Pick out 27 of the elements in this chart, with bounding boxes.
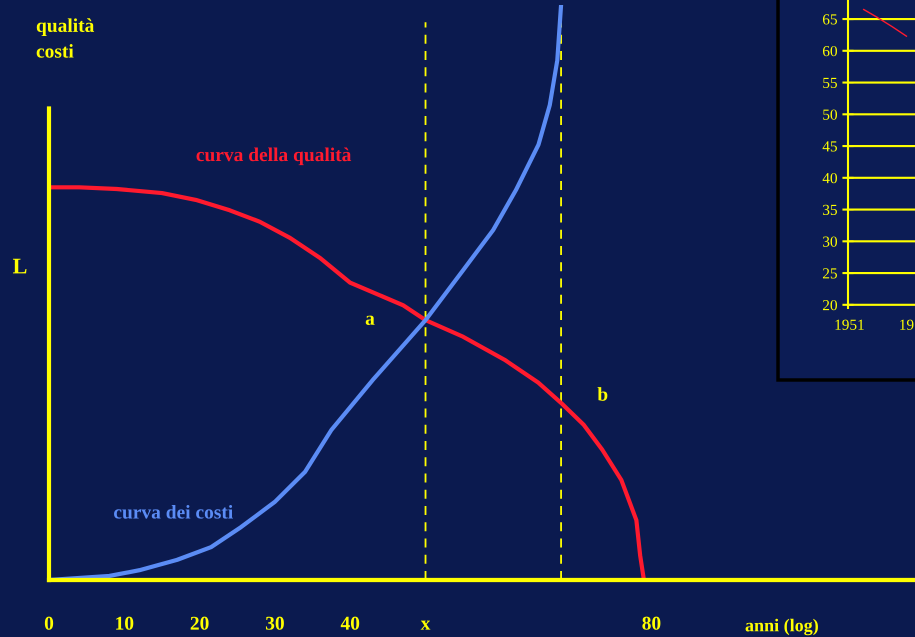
x-tick-label: 40 [340, 616, 360, 630]
x-tick-label: 30 [266, 616, 284, 630]
x-axis-title: anni (log) [746, 618, 818, 636]
text: L [12, 258, 26, 274]
y-tick-label: 30 [823, 236, 837, 247]
y-tick-label: 65 [822, 14, 837, 25]
x-tick-label: 19 [900, 320, 914, 330]
annotation: b [598, 387, 608, 401]
line-series [862, 8, 908, 37]
y-tick-label: 50 [823, 109, 837, 120]
series-label: curva della qualità [196, 148, 352, 166]
x-tick-label: 0 [44, 616, 54, 630]
y-tick-label: 45 [822, 141, 837, 152]
series-label: curva dei costi [114, 504, 233, 519]
x-tick-label: 80 [642, 616, 660, 630]
annotation: a [366, 316, 375, 325]
y-tick-label: 40 [822, 172, 837, 184]
y-tick-label: 60 [822, 46, 837, 56]
x-tick-label: 10 [116, 616, 134, 630]
x-tick-label: x [420, 620, 430, 630]
y-tick-label: 55 [823, 78, 837, 88]
y-axis-title: qualità costi [36, 18, 94, 58]
y-tick-label: 20 [822, 300, 837, 310]
x-tick-label: 1951 [835, 320, 864, 330]
y-tick-label: 35 [823, 204, 837, 216]
y-tick-label: 25 [822, 268, 837, 279]
x-tick-label: 20 [190, 616, 209, 630]
